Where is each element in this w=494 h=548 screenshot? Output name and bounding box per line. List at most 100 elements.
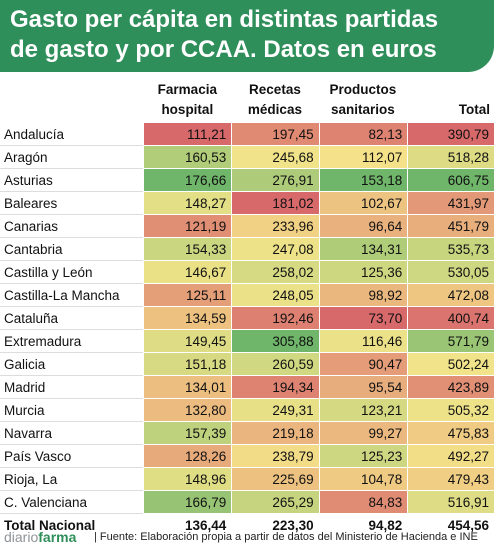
value-cell: 535,73 <box>407 238 494 261</box>
value-cell: 125,11 <box>143 284 232 307</box>
value-cell: 128,26 <box>143 445 232 468</box>
region-name: Aragón <box>0 146 144 169</box>
value-cell: 104,78 <box>318 468 408 491</box>
title-banner: Gasto per cápita en distintas partidas d… <box>0 0 494 72</box>
table-row: Asturias 176,66 276,91 153,18 606,75 <box>0 169 494 192</box>
title-line-1: Gasto per cápita en distintas partidas <box>10 6 439 33</box>
region-name: País Vasco <box>0 445 144 468</box>
value-cell: 276,91 <box>231 169 319 192</box>
value-cell: 530,05 <box>407 261 494 284</box>
region-name: Extremadura <box>0 330 144 353</box>
table-row: C. Valenciana 166,79 265,29 84,83 516,91 <box>0 491 494 514</box>
value-cell: 238,79 <box>231 445 319 468</box>
region-name: Cataluña <box>0 307 144 330</box>
value-cell: 233,96 <box>231 215 319 238</box>
value-cell: 423,89 <box>407 376 494 399</box>
value-cell: 95,54 <box>318 376 408 399</box>
table-row: Cataluña 134,59 192,46 73,70 400,74 <box>0 307 494 330</box>
value-cell: 472,08 <box>407 284 494 307</box>
value-cell: 400,74 <box>407 307 494 330</box>
region-name: Andalucía <box>0 123 144 146</box>
value-cell: 454,56 <box>407 514 494 537</box>
table-row: Galicia 151,18 260,59 90,47 502,24 <box>0 353 494 376</box>
col-header-recetas: Recetas médicas <box>247 82 302 117</box>
national-total-row: Total Nacional 136,44 223,30 94,82 454,56 <box>0 514 494 537</box>
value-cell: 305,88 <box>231 330 319 353</box>
value-cell: 116,46 <box>318 330 408 353</box>
region-name: Navarra <box>0 422 144 445</box>
value-cell: 223,30 <box>231 514 319 537</box>
table-row: Castilla-La Mancha 125,11 248,05 98,92 472,0… <box>0 284 494 307</box>
col-header-farmacia: Farmacia hospital <box>157 82 217 117</box>
value-cell: 247,08 <box>231 238 319 261</box>
table-row: Murcia 132,80 249,31 123,21 505,32 <box>0 399 494 422</box>
value-cell: 151,18 <box>143 353 232 376</box>
value-cell: 73,70 <box>318 307 408 330</box>
value-cell: 132,80 <box>143 399 232 422</box>
value-cell: 125,36 <box>318 261 408 284</box>
value-cell: 219,18 <box>231 422 319 445</box>
value-cell: 94,82 <box>318 514 408 537</box>
value-cell: 192,46 <box>231 307 319 330</box>
table-body: Andalucía 111,21 197,45 82,13 390,79 Aragón 16… <box>0 123 494 537</box>
region-name: Castilla-La Mancha <box>0 284 144 307</box>
value-cell: 225,69 <box>231 468 319 491</box>
region-name: Total Nacional <box>4 518 96 533</box>
table-row: Canarias 121,19 233,96 96,64 451,79 <box>0 215 494 238</box>
region-header <box>0 76 143 123</box>
table-row: Navarra 157,39 219,18 99,27 475,83 <box>0 422 494 445</box>
value-cell: 148,27 <box>143 192 232 215</box>
value-cell: 121,19 <box>143 215 232 238</box>
value-cell: 479,43 <box>407 468 494 491</box>
table-row: Cantabria 154,33 247,08 134,31 535,73 <box>0 238 494 261</box>
value-cell: 431,97 <box>407 192 494 215</box>
value-cell: 194,34 <box>231 376 319 399</box>
value-cell: 123,21 <box>318 399 408 422</box>
value-cell: 90,47 <box>318 353 408 376</box>
value-cell: 492,27 <box>407 445 494 468</box>
region-name: Castilla y León <box>0 261 144 284</box>
value-cell: 390,79 <box>407 123 494 146</box>
value-cell: 265,29 <box>231 491 319 514</box>
value-cell: 518,28 <box>407 146 494 169</box>
col-header-total: Total <box>458 102 490 117</box>
region-name: Rioja, La <box>0 468 144 491</box>
value-cell: 475,83 <box>407 422 494 445</box>
table-row: País Vasco 128,26 238,79 125,23 492,27 <box>0 445 494 468</box>
value-cell: 98,92 <box>318 284 408 307</box>
value-cell: 166,79 <box>143 491 232 514</box>
value-cell: 160,53 <box>143 146 232 169</box>
value-cell: 181,02 <box>231 192 319 215</box>
value-cell: 245,68 <box>231 146 319 169</box>
value-cell: 146,67 <box>143 261 232 284</box>
region-name: Baleares <box>0 192 144 215</box>
value-cell: 249,31 <box>231 399 319 422</box>
col-header-productos: Productos sanitarios <box>329 82 397 117</box>
value-cell: 149,45 <box>143 330 232 353</box>
value-cell: 99,27 <box>318 422 408 445</box>
region-name: Cantabria <box>0 238 144 261</box>
value-cell: 136,44 <box>143 514 232 537</box>
value-cell: 571,79 <box>407 330 494 353</box>
value-cell: 134,01 <box>143 376 232 399</box>
value-cell: 154,33 <box>143 238 232 261</box>
value-cell: 157,39 <box>143 422 232 445</box>
table-row: Aragón 160,53 245,68 112,07 518,28 <box>0 146 494 169</box>
value-cell: 451,79 <box>407 215 494 238</box>
region-name: Madrid <box>0 376 144 399</box>
value-cell: 84,83 <box>318 491 408 514</box>
value-cell: 125,23 <box>318 445 408 468</box>
value-cell: 516,91 <box>407 491 494 514</box>
value-cell: 102,67 <box>318 192 408 215</box>
table-row: Andalucía 111,21 197,45 82,13 390,79 <box>0 123 494 146</box>
value-cell: 111,21 <box>143 123 232 146</box>
table-row: Baleares 148,27 181,02 102,67 431,97 <box>0 192 494 215</box>
value-cell: 258,02 <box>231 261 319 284</box>
source-note: | Fuente: Elaboración propia a partir de… <box>94 531 478 543</box>
table-row: Castilla y León 146,67 258,02 125,36 530,05 <box>0 261 494 284</box>
region-name: C. Valenciana <box>0 491 144 514</box>
value-cell: 153,18 <box>318 169 408 192</box>
title-line-2: de gasto y por CCAA. Datos en euros <box>10 36 437 63</box>
value-cell: 112,07 <box>318 146 408 169</box>
value-cell: 248,05 <box>231 284 319 307</box>
